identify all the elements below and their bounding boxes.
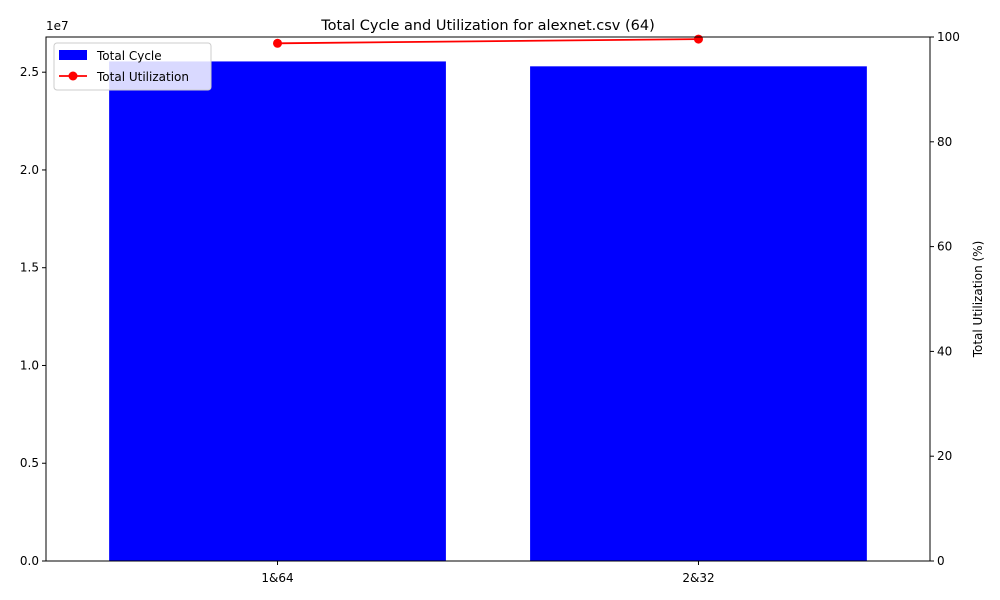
- legend: Total Cycle Total Utilization: [53, 42, 212, 91]
- legend-swatch-total-utilization-marker: [68, 71, 78, 81]
- right-tick-label: 20: [937, 449, 952, 463]
- utilization-point-1: [693, 34, 703, 44]
- left-tick-label: 2.5: [20, 65, 39, 79]
- x-tick-label: 2&32: [682, 571, 714, 585]
- bar-total-cycle-0: [109, 61, 446, 561]
- left-tick-label: 1.5: [20, 261, 39, 275]
- right-tick-label: 80: [937, 135, 952, 149]
- right-tick-label: 100: [937, 30, 960, 44]
- legend-label-total-utilization: Total Utilization: [96, 70, 189, 84]
- left-tick-label: 0.0: [20, 554, 39, 568]
- right-tick-label: 40: [937, 344, 952, 358]
- left-tick-label: 0.5: [20, 456, 39, 470]
- right-tick-label: 0: [937, 554, 945, 568]
- left-tick-label: 1.0: [20, 358, 39, 372]
- chart-title: Total Cycle and Utilization for alexnet.…: [320, 18, 654, 34]
- right-axis-label: Total Utilization (%): [971, 241, 985, 359]
- x-axis-ticks: 1&64 2&32: [261, 561, 715, 585]
- utilization-line: [277, 38, 699, 45]
- right-tick-label: 60: [937, 240, 952, 254]
- legend-swatch-total-cycle: [59, 50, 87, 60]
- right-axis-ticks: 0 20 40 60 80 100: [930, 30, 960, 568]
- bars-layer: [109, 61, 867, 561]
- left-axis-scale-note: 1e7: [46, 19, 69, 33]
- left-tick-label: 2.0: [20, 163, 39, 177]
- legend-box: [53, 42, 212, 91]
- bar-total-cycle-1: [530, 66, 867, 561]
- x-tick-label: 1&64: [261, 571, 293, 585]
- utilization-point-0: [273, 38, 283, 48]
- plot-frame: [45, 36, 931, 562]
- left-axis-ticks: 0.0 0.5 1.0 1.5 2.0 2.5: [20, 65, 46, 568]
- legend-label-total-cycle: Total Cycle: [96, 49, 162, 63]
